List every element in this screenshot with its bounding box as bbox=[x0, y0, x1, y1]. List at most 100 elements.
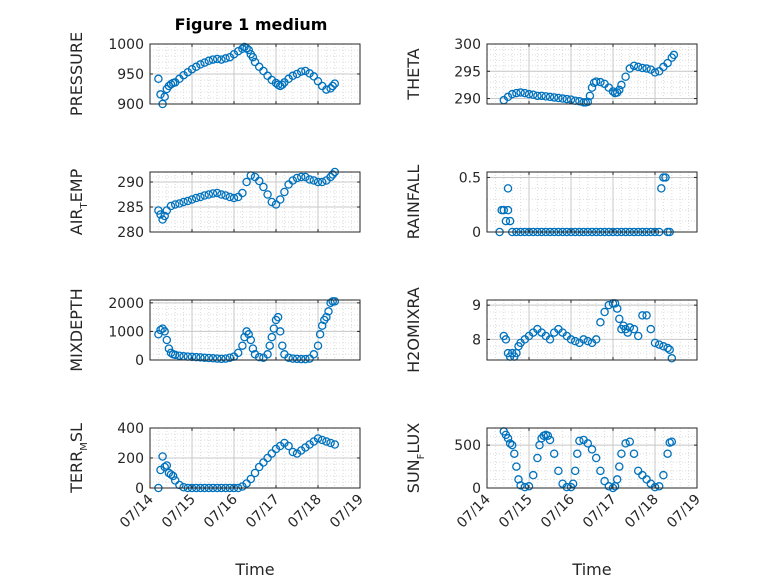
data-point bbox=[221, 54, 230, 63]
data-point bbox=[166, 348, 176, 358]
data-point bbox=[612, 475, 622, 484]
data-point bbox=[204, 353, 214, 363]
data-point bbox=[650, 68, 660, 77]
data-point bbox=[313, 76, 323, 86]
data-point bbox=[263, 190, 272, 199]
data-point bbox=[596, 466, 605, 476]
data-point bbox=[250, 57, 260, 67]
data-point bbox=[330, 440, 340, 449]
data-point bbox=[288, 447, 298, 457]
data-point bbox=[625, 64, 635, 73]
data-point bbox=[208, 189, 218, 198]
data-point bbox=[254, 176, 264, 186]
x-tick-label: 07/18 bbox=[622, 492, 662, 532]
data-point bbox=[309, 72, 319, 81]
data-point bbox=[633, 331, 643, 341]
data-point bbox=[520, 482, 530, 492]
x-tick-label: 07/19 bbox=[327, 492, 367, 532]
data-point bbox=[629, 324, 639, 334]
data-point bbox=[275, 327, 285, 336]
data-point bbox=[242, 177, 251, 187]
data-point bbox=[200, 353, 209, 362]
data-point bbox=[654, 340, 664, 349]
panel-air_temp: 280 285 290 AIRTEMP bbox=[67, 167, 361, 241]
data-point bbox=[596, 77, 605, 87]
data-point bbox=[246, 474, 256, 484]
data-point bbox=[541, 92, 551, 101]
data-point bbox=[612, 304, 622, 313]
data-point bbox=[175, 351, 184, 360]
data-point bbox=[621, 439, 630, 448]
data-point bbox=[196, 192, 205, 202]
data-point bbox=[617, 449, 626, 458]
panel-pressure: 900 950 1000 PRESSURE bbox=[67, 32, 361, 116]
y-tick-label: 290 bbox=[117, 175, 144, 191]
data-point bbox=[633, 466, 643, 476]
y-axis-label: SUNFLUX bbox=[404, 423, 427, 493]
y-tick-label: 0 bbox=[472, 225, 481, 241]
axes-frame bbox=[486, 427, 698, 489]
data-point bbox=[250, 468, 260, 478]
data-point bbox=[650, 338, 660, 348]
data-point bbox=[604, 482, 614, 491]
data-point bbox=[575, 436, 584, 446]
data-point bbox=[278, 341, 287, 350]
y-axis-label: H2OMIXRA bbox=[404, 287, 423, 373]
data-point bbox=[191, 352, 201, 362]
data-point bbox=[309, 350, 319, 359]
data-point bbox=[154, 206, 163, 215]
data-point bbox=[503, 184, 513, 193]
data-point bbox=[288, 71, 298, 81]
data-point bbox=[288, 354, 298, 363]
data-point bbox=[591, 453, 601, 463]
data-point bbox=[646, 65, 656, 74]
data-point bbox=[221, 191, 230, 200]
y-axis-label: RAINFALL bbox=[404, 165, 423, 240]
data-point bbox=[238, 44, 247, 54]
axes-frame bbox=[486, 299, 698, 361]
y-tick-label: 295 bbox=[454, 64, 481, 80]
x-tick-label: 07/17 bbox=[580, 492, 620, 532]
data-point bbox=[328, 81, 337, 91]
data-point bbox=[315, 330, 325, 339]
data-point bbox=[650, 482, 660, 492]
data-point bbox=[503, 434, 513, 443]
data-point bbox=[313, 341, 323, 350]
data-point bbox=[591, 77, 601, 86]
data-point bbox=[587, 83, 597, 92]
data-point bbox=[579, 335, 588, 344]
data-point bbox=[267, 197, 277, 207]
data-point bbox=[259, 458, 268, 467]
data-point bbox=[267, 449, 277, 458]
data-point bbox=[250, 350, 260, 359]
data-point bbox=[326, 84, 335, 93]
data-point bbox=[663, 449, 672, 458]
data-point bbox=[507, 440, 517, 450]
data-point bbox=[585, 91, 595, 101]
data-point bbox=[549, 93, 559, 102]
data-point bbox=[638, 470, 647, 480]
data-point bbox=[654, 482, 664, 491]
data-point bbox=[537, 91, 546, 101]
data-point bbox=[301, 172, 310, 182]
data-point bbox=[667, 437, 677, 446]
data-point bbox=[244, 45, 253, 55]
data-point bbox=[242, 479, 251, 488]
data-point bbox=[200, 191, 209, 200]
y-tick-label: 300 bbox=[454, 37, 481, 53]
panel-mixdepth: 0 1000 2000 MIXDEPTH bbox=[67, 288, 361, 372]
data-point bbox=[503, 205, 513, 215]
data-point bbox=[183, 196, 193, 206]
data-point bbox=[512, 88, 521, 98]
data-point bbox=[533, 91, 542, 101]
data-point bbox=[669, 50, 679, 60]
data-point bbox=[654, 67, 664, 76]
data-point bbox=[642, 475, 651, 484]
data-point bbox=[242, 43, 251, 53]
data-point bbox=[322, 312, 331, 322]
y-tick-label: 400 bbox=[117, 421, 144, 437]
data-point bbox=[212, 354, 222, 363]
data-point bbox=[168, 471, 178, 481]
data-point bbox=[570, 466, 580, 476]
